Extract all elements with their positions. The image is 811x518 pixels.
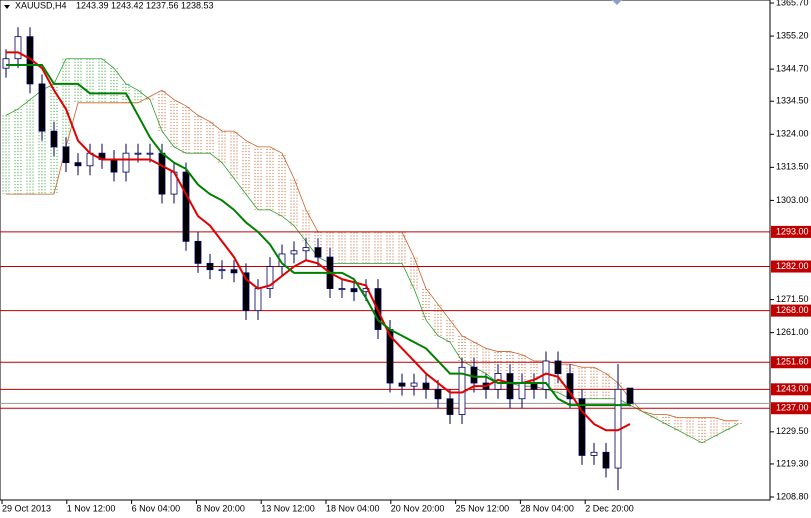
open-value: 1243.39 bbox=[76, 0, 109, 10]
x-tick-label: 25 Nov 12:00 bbox=[456, 503, 510, 513]
title-group: XAUUSD,H4 1243.39 1243.42 1237.56 1238.5… bbox=[15, 0, 214, 10]
level-label-box bbox=[771, 260, 811, 273]
x-tick-label: 20 Nov 20:00 bbox=[391, 503, 445, 513]
candle-body bbox=[206, 262, 214, 271]
candle-body bbox=[626, 387, 634, 404]
y-tick-label: 1208.80 bbox=[776, 491, 809, 501]
candle-body bbox=[134, 152, 142, 155]
level-label-box bbox=[771, 383, 811, 396]
candle-body bbox=[554, 360, 562, 374]
candle-body bbox=[434, 388, 442, 400]
candle-body bbox=[74, 162, 82, 167]
y-tick-label: 1355.20 bbox=[776, 30, 809, 40]
x-tick-label: 1 Nov 12:00 bbox=[67, 503, 116, 513]
candle-body bbox=[2, 58, 10, 69]
candle-body bbox=[446, 398, 454, 415]
candle-body bbox=[302, 247, 310, 252]
candle-body bbox=[422, 382, 430, 390]
candle-body bbox=[230, 269, 238, 274]
candle-body bbox=[242, 272, 250, 312]
x-tick-label: 28 Nov 04:00 bbox=[520, 503, 574, 513]
candle-body bbox=[518, 382, 526, 400]
candle-body bbox=[314, 247, 322, 258]
candle-body bbox=[62, 146, 70, 164]
candle-body bbox=[182, 171, 190, 242]
level-label: 1237.00 bbox=[776, 403, 809, 413]
y-tick-label: 1344.70 bbox=[776, 63, 809, 73]
candle-body bbox=[218, 269, 226, 272]
level-label: 1293.00 bbox=[776, 226, 809, 236]
plot-area bbox=[0, 0, 771, 501]
level-label: 1251.60 bbox=[776, 357, 809, 367]
y-tick-label: 1303.00 bbox=[776, 195, 809, 205]
indicator-line bbox=[6, 51, 631, 432]
x-tick-label: 8 Nov 20:00 bbox=[196, 503, 245, 513]
candle-body bbox=[398, 382, 406, 387]
y-tick-label: 1219.30 bbox=[776, 458, 809, 468]
level-label-box bbox=[771, 402, 811, 415]
candle-body bbox=[158, 152, 166, 195]
scroll-marker bbox=[612, 0, 622, 5]
candle-body bbox=[506, 373, 514, 400]
level-label-box bbox=[771, 356, 811, 369]
chart-title: XAUUSD,H4 bbox=[15, 0, 67, 10]
candle-body bbox=[566, 373, 574, 400]
candle-body bbox=[50, 130, 58, 148]
x-tick-label: 18 Nov 04:00 bbox=[326, 503, 380, 513]
indicator-line bbox=[6, 64, 630, 407]
candle-body bbox=[194, 240, 202, 264]
x-tick-label: 2 Dec 20:00 bbox=[585, 503, 634, 513]
candle-body bbox=[266, 266, 274, 289]
symbol-menu-icon[interactable] bbox=[4, 5, 10, 9]
y-tick-label: 1261.00 bbox=[776, 327, 809, 337]
candle-body bbox=[602, 451, 610, 469]
level-label-box bbox=[771, 225, 811, 238]
level-label: 1243.00 bbox=[776, 384, 809, 394]
candle-body bbox=[578, 398, 586, 456]
level-label: 1268.00 bbox=[776, 305, 809, 315]
y-tick-label: 1271.50 bbox=[776, 294, 809, 304]
candle-body bbox=[146, 152, 154, 155]
candle-body bbox=[410, 382, 418, 387]
candle-body bbox=[38, 83, 46, 132]
candle-body bbox=[122, 152, 130, 173]
candle-body bbox=[338, 288, 346, 290]
candle-body bbox=[290, 250, 298, 255]
candle-body bbox=[590, 451, 598, 456]
y-tick-label: 1324.00 bbox=[776, 129, 809, 139]
close-value: 1238.53 bbox=[181, 0, 214, 10]
level-label: 1282.00 bbox=[776, 261, 809, 271]
y-tick-label: 1334.50 bbox=[776, 96, 809, 106]
x-tick-label: 29 Oct 2013 bbox=[2, 503, 51, 513]
candle-body bbox=[254, 288, 262, 312]
level-label-box bbox=[771, 304, 811, 317]
y-tick-label: 1229.50 bbox=[776, 426, 809, 436]
candle-body bbox=[110, 159, 118, 173]
low-value: 1237.56 bbox=[146, 0, 179, 10]
candle-body bbox=[14, 36, 22, 60]
high-value: 1243.42 bbox=[111, 0, 144, 10]
y-tick-label: 1365.70 bbox=[776, 0, 809, 7]
x-tick-label: 13 Nov 12:00 bbox=[261, 503, 315, 513]
candle-body bbox=[350, 288, 358, 293]
x-tick-label: 6 Nov 04:00 bbox=[132, 503, 181, 513]
y-tick-label: 1313.50 bbox=[776, 162, 809, 172]
